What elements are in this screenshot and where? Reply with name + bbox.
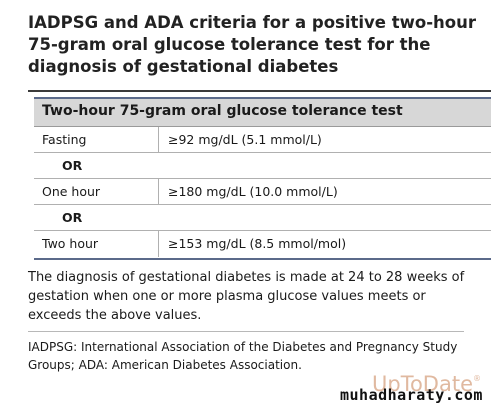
row-value: ≥153 mg/dL (8.5 mmol/mol)	[168, 236, 347, 251]
row-value: ≥180 mg/dL (10.0 mmol/L)	[168, 184, 338, 199]
registered-mark: ®	[473, 374, 482, 383]
column-divider	[158, 179, 159, 204]
table-row-fasting: Fasting ≥92 mg/dL (5.1 mmol/L)	[34, 127, 491, 153]
document-title: IADPSG and ADA criteria for a positive t…	[28, 13, 477, 76]
criteria-table: Two-hour 75-gram oral glucose tolerance …	[34, 97, 491, 260]
uptodate-logo: UpToDate®	[372, 372, 481, 396]
table-row-one-hour: One hour ≥180 mg/dL (10.0 mmol/L)	[34, 179, 491, 205]
row-label: Fasting	[42, 132, 87, 147]
site-watermark: muhadharaty.com	[340, 386, 483, 404]
table-row-or: OR	[34, 153, 491, 179]
row-value: ≥92 mg/dL (5.1 mmol/L)	[168, 132, 322, 147]
column-divider	[158, 127, 159, 152]
row-label: Two hour	[42, 236, 99, 251]
diagnosis-note: The diagnosis of gestational diabetes is…	[28, 270, 465, 323]
or-label: OR	[62, 158, 83, 173]
column-divider	[158, 231, 159, 257]
abbreviations-note: IADPSG: International Association of the…	[28, 340, 458, 372]
table-header-label: Two-hour 75-gram oral glucose tolerance …	[42, 103, 403, 119]
note-divider	[28, 331, 464, 332]
title-divider	[28, 90, 491, 92]
table-header: Two-hour 75-gram oral glucose tolerance …	[34, 99, 491, 127]
table-row-or: OR	[34, 205, 491, 231]
logo-text: UpToDate	[372, 372, 474, 396]
row-label: One hour	[42, 184, 101, 199]
or-label: OR	[62, 210, 83, 225]
table-row-two-hour: Two hour ≥153 mg/dL (8.5 mmol/mol)	[34, 231, 491, 257]
